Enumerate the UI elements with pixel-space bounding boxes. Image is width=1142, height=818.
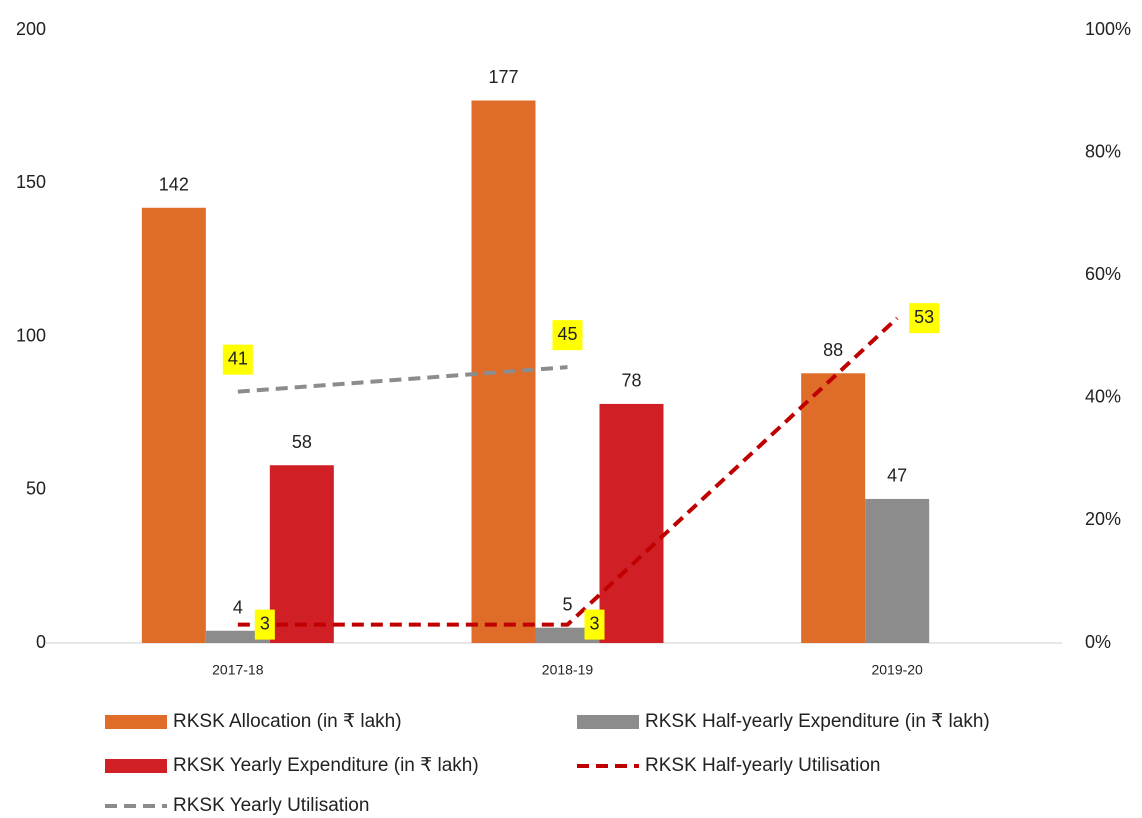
- legend-label: RKSK Yearly Expenditure (in ₹ lakh): [173, 755, 479, 776]
- bar: [205, 630, 270, 643]
- legend-label: RKSK Half-yearly Utilisation: [645, 755, 880, 776]
- legend-swatch: [105, 759, 167, 773]
- data-label: 58: [292, 432, 312, 452]
- line: [237, 316, 899, 627]
- x-tick-label: 2018-19: [542, 662, 594, 678]
- y-tick-label: 200: [16, 19, 46, 39]
- label-box: [222, 344, 253, 375]
- y2-tick-label: 20%: [1085, 509, 1121, 529]
- line: [237, 365, 568, 394]
- label-box: [584, 609, 605, 640]
- label-box: [254, 609, 275, 640]
- data-label: 177: [488, 67, 518, 87]
- y2-tick-label: 100%: [1085, 19, 1131, 39]
- data-label: 4: [233, 597, 243, 617]
- y2-tick-label: 60%: [1085, 264, 1121, 284]
- bar: [599, 403, 664, 643]
- label-box: [552, 320, 583, 351]
- y-tick-label: 150: [16, 172, 46, 192]
- y2-tick-label: 40%: [1085, 387, 1121, 407]
- bar: [801, 373, 866, 643]
- bar: [269, 465, 334, 643]
- data-label: 88: [823, 340, 843, 360]
- x-tick-label: 2019-20: [871, 662, 923, 678]
- bar: [865, 498, 930, 643]
- legend-swatch: [577, 715, 639, 729]
- y2-tick-label: 0%: [1085, 632, 1111, 652]
- data-label: 41: [228, 348, 248, 368]
- data-label: 45: [557, 324, 577, 344]
- y-tick-label: 100: [16, 325, 46, 345]
- x-tick-label: 2017-18: [212, 662, 264, 678]
- data-label: 3: [260, 613, 270, 633]
- y2-tick-label: 80%: [1085, 141, 1121, 161]
- y-tick-label: 0: [36, 632, 46, 652]
- label-box: [909, 303, 940, 334]
- data-label: 78: [621, 371, 641, 391]
- legend-swatch: [105, 715, 167, 729]
- data-label: 47: [887, 466, 907, 486]
- data-label: 5: [562, 594, 572, 614]
- legend-label: RKSK Yearly Utilisation: [173, 795, 369, 816]
- bar: [535, 627, 600, 643]
- bar: [141, 207, 206, 643]
- y-tick-label: 50: [26, 479, 46, 499]
- data-label: 3: [589, 613, 599, 633]
- data-label: 53: [914, 307, 934, 327]
- legend-label: RKSK Allocation (in ₹ lakh): [173, 711, 402, 732]
- data-label: 142: [159, 175, 189, 195]
- legend-label: RKSK Half-yearly Expenditure (in ₹ lakh): [645, 711, 990, 732]
